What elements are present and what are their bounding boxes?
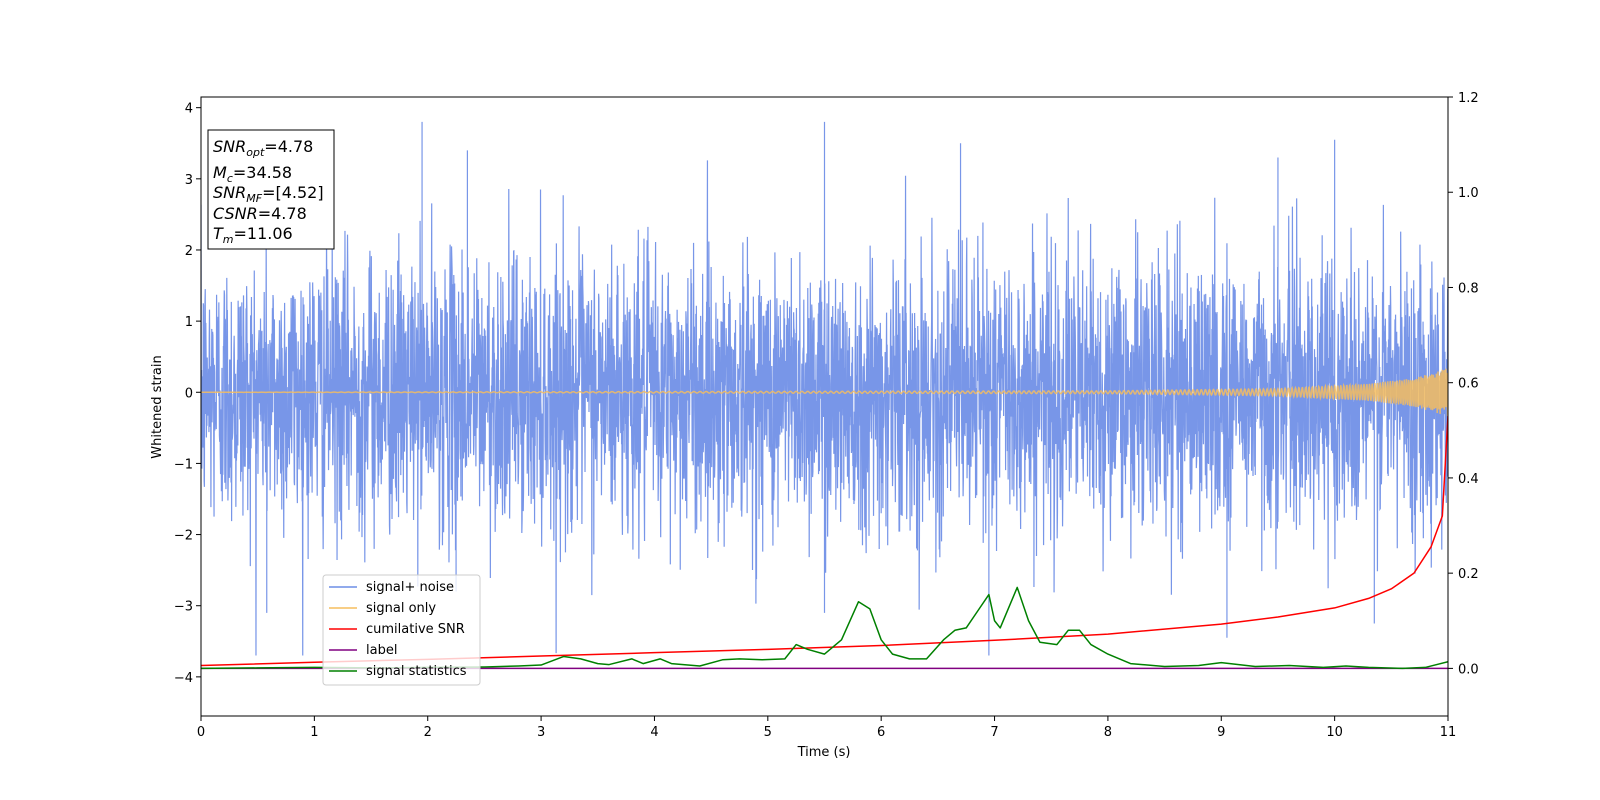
legend: signal+ noise signal only cumilative SNR… bbox=[322, 574, 481, 686]
x-tick-label-7: 7 bbox=[990, 725, 998, 740]
annotation-csnr-symbol: CSNR bbox=[213, 204, 258, 223]
y-tick-label-4: 4 bbox=[185, 102, 193, 117]
y2-tick-label-0.6: 0.6 bbox=[1458, 377, 1479, 392]
annotation-tm-subscript: m bbox=[223, 233, 234, 246]
x-tick-label-4: 4 bbox=[650, 725, 658, 740]
legend-label-signal-statistics: signal statistics bbox=[366, 664, 467, 679]
annotation-frame bbox=[207, 129, 335, 250]
annotation-snr-opt: SNRopt=4.78 bbox=[213, 137, 313, 159]
annotation-csnr: CSNR=4.78 bbox=[213, 204, 307, 223]
legend-label-signal-only: signal only bbox=[366, 601, 436, 616]
annotation-snr-opt-subscript: opt bbox=[246, 146, 265, 159]
y-tick-label-0: 0 bbox=[185, 386, 193, 401]
x-tick-label-0: 0 bbox=[197, 725, 205, 740]
annotation-snr-mf: SNRMF=[4.52] bbox=[213, 183, 324, 205]
x-tick-label-10: 10 bbox=[1326, 725, 1343, 740]
annotation-mc: Mc=34.58 bbox=[213, 163, 292, 185]
x-tick-label-6: 6 bbox=[877, 725, 885, 740]
y-tick-label--1: −1 bbox=[174, 457, 193, 472]
annotation-mc-symbol: M bbox=[213, 163, 227, 182]
y-tick-label-1: 1 bbox=[185, 315, 193, 330]
y-tick-label--4: −4 bbox=[174, 671, 193, 686]
y-tick-label--2: −2 bbox=[174, 529, 193, 544]
x-tick-label-2: 2 bbox=[424, 725, 432, 740]
y-axis-label: Whitened strain bbox=[150, 355, 165, 458]
annotation-tm: Tm=11.06 bbox=[213, 224, 293, 246]
annotation-tm-value: =11.06 bbox=[234, 224, 293, 243]
y2-tick-label-0.8: 0.8 bbox=[1458, 281, 1479, 296]
annotation-mc-subscript: c bbox=[227, 172, 233, 185]
annotation-csnr-value: =4.78 bbox=[258, 204, 307, 223]
annotation-snr-opt-symbol: SNR bbox=[213, 137, 246, 156]
x-axis-label: Time (s) bbox=[797, 745, 851, 760]
legend-label-cumulative-snr: cumilative SNR bbox=[366, 622, 465, 637]
y2-tick-label-0.0: 0.0 bbox=[1458, 662, 1479, 677]
axes-layer: 0 1 2 3 4 5 6 7 8 9 10 11 −4 −3 −2 −1 0 1 2 3 4 0.0 0.2 0.4 0.6 0… bbox=[174, 91, 1479, 740]
legend-frame bbox=[322, 574, 481, 686]
legend-label-signal-noise: signal+ noise bbox=[366, 580, 454, 595]
y-tick-label--3: −3 bbox=[174, 600, 193, 615]
y-tick-label-3: 3 bbox=[185, 173, 193, 188]
y2-tick-label-0.4: 0.4 bbox=[1458, 472, 1479, 487]
x-tick-label-1: 1 bbox=[310, 725, 318, 740]
series-signal-only bbox=[201, 368, 1448, 417]
x-tick-label-11: 11 bbox=[1440, 725, 1457, 740]
annotation-snr-mf-symbol: SNR bbox=[213, 183, 246, 202]
plot-frame bbox=[200, 96, 1449, 717]
series-cumulative-snr bbox=[201, 415, 1448, 667]
annotation-tm-symbol: T bbox=[213, 224, 224, 243]
y-tick-label-2: 2 bbox=[185, 244, 193, 259]
annotation-snr-mf-subscript: MF bbox=[246, 192, 262, 205]
x-tick-label-9: 9 bbox=[1217, 725, 1225, 740]
annotation-mc-value: =34.58 bbox=[233, 163, 292, 182]
annotation-snr-mf-value: =[4.52] bbox=[262, 183, 324, 202]
annotation-box: SNRopt=4.78 Mc=34.58 SNRMF=[4.52] CSNR=4… bbox=[207, 129, 335, 250]
annotation-snr-opt-value: =4.78 bbox=[264, 137, 313, 156]
y2-tick-label-0.2: 0.2 bbox=[1458, 567, 1479, 582]
legend-label-label: label bbox=[366, 643, 397, 658]
y2-tick-label-1.2: 1.2 bbox=[1458, 91, 1479, 106]
x-tick-label-3: 3 bbox=[537, 725, 545, 740]
series-signal-statistics bbox=[201, 586, 1448, 670]
y2-tick-label-1.0: 1.0 bbox=[1458, 186, 1479, 201]
x-tick-label-5: 5 bbox=[764, 725, 772, 740]
x-tick-label-8: 8 bbox=[1104, 725, 1112, 740]
